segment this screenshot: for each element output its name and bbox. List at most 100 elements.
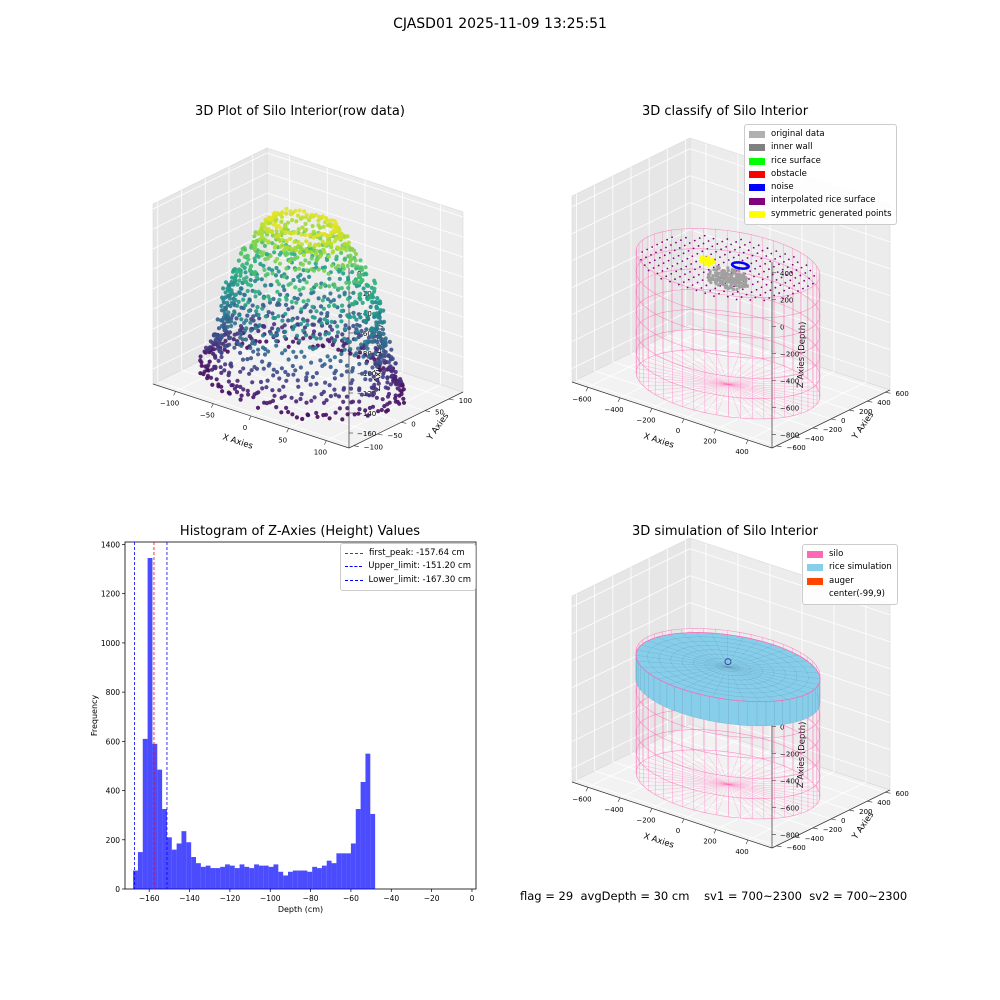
data-point xyxy=(322,317,327,322)
legend-swatch xyxy=(749,144,765,152)
data-point xyxy=(262,324,267,329)
data-point xyxy=(223,338,228,343)
data-point xyxy=(261,295,266,301)
data-point xyxy=(363,265,368,270)
legend-label: inner wall xyxy=(771,142,813,153)
histogram-bar xyxy=(287,871,293,889)
data-point xyxy=(220,317,225,322)
silo-spoke xyxy=(727,384,814,408)
data-point xyxy=(257,339,262,344)
surface-point xyxy=(726,238,729,240)
axes-3d: −100−50050100−100−500501000−20−40−60−80−… xyxy=(152,147,472,457)
data-point xyxy=(351,290,356,295)
data-point xyxy=(238,350,243,355)
silo-spoke xyxy=(727,784,820,801)
surface-point xyxy=(769,260,772,263)
z-tick-label: −400 xyxy=(780,778,799,786)
rice-mesh-spoke xyxy=(727,666,761,702)
legend-swatch xyxy=(749,184,765,192)
data-point xyxy=(250,380,255,385)
histogram-bar xyxy=(147,558,153,889)
data-point xyxy=(349,381,354,386)
histogram-bar xyxy=(229,865,235,889)
data-point xyxy=(263,314,268,319)
data-point xyxy=(294,354,299,360)
y-tick-label: 1000 xyxy=(101,639,120,648)
surface-point xyxy=(813,274,816,277)
data-point xyxy=(337,406,342,411)
data-point xyxy=(310,374,315,380)
data-point xyxy=(234,270,239,275)
histogram-bar xyxy=(350,843,356,889)
data-point xyxy=(316,267,321,272)
x-tick-label: −80 xyxy=(303,894,319,903)
legend-swatch xyxy=(807,577,823,585)
x-tick-label: 0 xyxy=(676,427,680,435)
data-point xyxy=(272,315,278,321)
gray-point xyxy=(716,273,720,278)
data-point xyxy=(320,298,325,303)
surface-point xyxy=(715,250,718,253)
legend-entry: first_peak: -157.64 cm xyxy=(345,547,471,560)
gray-point xyxy=(720,279,725,283)
data-point xyxy=(317,225,323,230)
silo-spoke xyxy=(715,750,729,785)
data-point xyxy=(259,277,264,282)
data-point xyxy=(331,298,336,303)
y-tick xyxy=(401,422,407,424)
data-point xyxy=(280,237,285,242)
data-point xyxy=(329,327,335,332)
grid-x xyxy=(213,347,328,405)
data-point xyxy=(336,246,341,251)
data-point xyxy=(386,360,391,365)
data-point xyxy=(225,319,230,324)
surface-point xyxy=(694,268,696,271)
grid-y xyxy=(157,381,354,447)
surface-point xyxy=(703,234,706,237)
y-tick-label: −100 xyxy=(364,444,383,452)
data-point xyxy=(243,270,248,275)
grid-y xyxy=(252,334,449,400)
surface-point xyxy=(781,268,784,271)
data-point xyxy=(304,302,309,307)
data-point xyxy=(356,346,361,351)
data-point xyxy=(282,323,287,328)
data-point xyxy=(293,248,299,253)
legend-entry: rice surface xyxy=(749,155,892,168)
data-point xyxy=(286,230,292,235)
yellow-point xyxy=(700,259,704,264)
z-tick-label: 0 xyxy=(780,324,784,332)
data-point xyxy=(295,315,300,321)
surface-point xyxy=(716,243,719,245)
data-point xyxy=(382,358,387,363)
data-point xyxy=(242,292,247,297)
data-point xyxy=(227,293,232,298)
grid-z xyxy=(152,192,268,250)
data-point xyxy=(292,324,297,329)
data-point xyxy=(301,277,307,282)
data-point xyxy=(294,219,299,224)
data-point xyxy=(219,370,224,375)
surface-point xyxy=(663,254,666,257)
silo-spoke xyxy=(642,760,729,785)
data-point xyxy=(360,267,365,272)
legend-swatch xyxy=(749,131,765,139)
gray-point xyxy=(711,274,715,278)
data-point xyxy=(221,286,226,291)
silo-spoke xyxy=(727,784,729,817)
histogram-bar xyxy=(258,865,264,889)
silo-spoke xyxy=(693,384,729,411)
data-point xyxy=(309,398,314,403)
gray-point xyxy=(743,281,747,285)
data-point xyxy=(348,253,353,258)
grid-z xyxy=(689,202,891,270)
data-point xyxy=(335,324,340,329)
gray-point xyxy=(727,286,731,290)
data-point xyxy=(374,322,379,327)
data-point xyxy=(266,363,271,368)
data-point xyxy=(287,259,292,264)
data-point xyxy=(334,265,339,270)
legend-label: Lower_limit: -167.30 cm xyxy=(368,574,471,585)
data-point xyxy=(351,310,356,315)
gray-point xyxy=(737,269,741,273)
